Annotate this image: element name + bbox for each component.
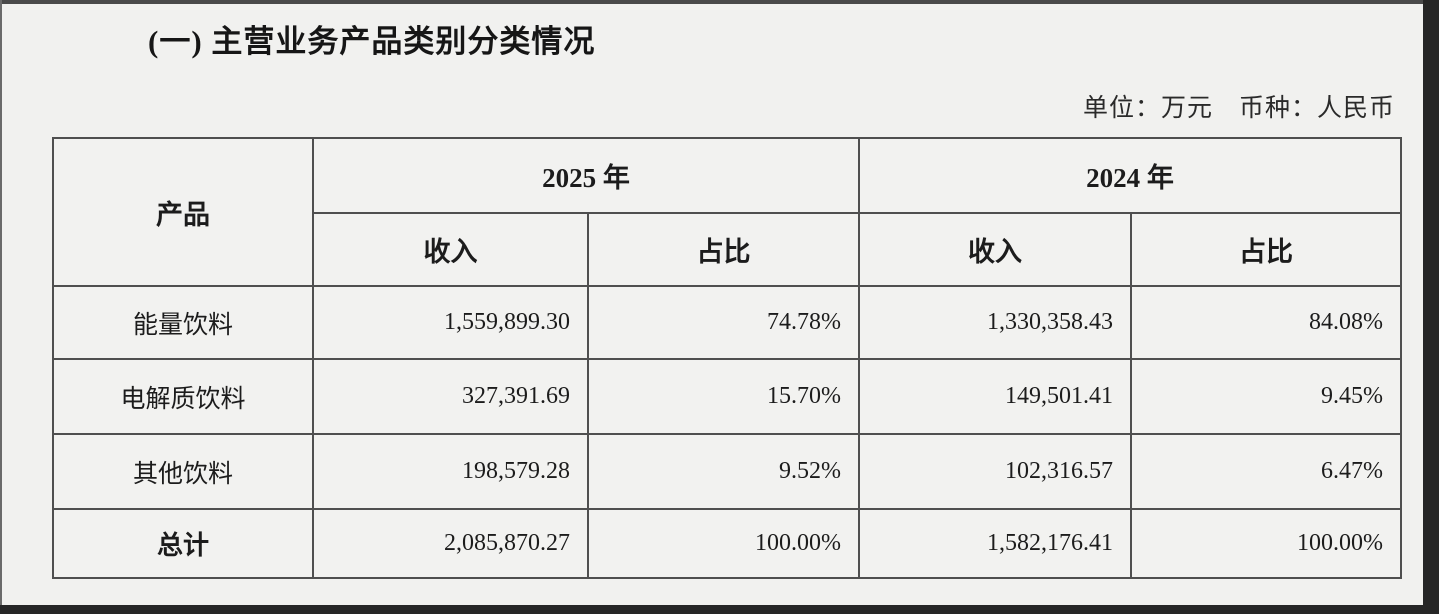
table-row: 其他饮料 198,579.28 9.52% 102,316.57 6.47% — [52, 433, 1402, 510]
scan-edge-right — [1423, 0, 1439, 614]
share-2025-cell: 74.78% — [587, 285, 860, 360]
scan-edge-bottom — [0, 605, 1439, 614]
header-share-2025: 占比 — [587, 212, 860, 287]
header-share-2024: 占比 — [1130, 212, 1402, 287]
table-row: 电解质饮料 327,391.69 15.70% 149,501.41 9.45% — [52, 358, 1402, 435]
header-year-2024: 2024 年 — [858, 137, 1402, 214]
total-revenue-2024-cell: 1,582,176.41 — [858, 508, 1132, 579]
product-cell: 能量饮料 — [52, 285, 314, 360]
revenue-2025-cell: 327,391.69 — [312, 358, 589, 435]
revenue-2025-cell: 198,579.28 — [312, 433, 589, 510]
revenue-2024-cell: 1,330,358.43 — [858, 285, 1132, 360]
header-revenue-2024: 收入 — [858, 212, 1132, 287]
total-share-2024-cell: 100.00% — [1130, 508, 1402, 579]
table-total-row: 总计 2,085,870.27 100.00% 1,582,176.41 100… — [52, 508, 1402, 579]
scan-edge-left — [0, 0, 2, 614]
revenue-2025-cell: 1,559,899.30 — [312, 285, 589, 360]
unit-currency-note: 单位：万元 币种：人民币 — [1082, 95, 1395, 122]
share-2025-cell: 15.70% — [587, 358, 860, 435]
table-header-row-years: 产品 2025 年 2024 年 — [52, 137, 1402, 287]
total-label-cell: 总计 — [52, 508, 314, 579]
revenue-2024-cell: 102,316.57 — [858, 433, 1132, 510]
total-revenue-2025-cell: 2,085,870.27 — [312, 508, 589, 579]
product-category-table: 产品 2025 年 2024 年 收入 占比 收入 占比 能量饮料 1,559,… — [52, 137, 1402, 579]
table-row: 能量饮料 1,559,899.30 74.78% 1,330,358.43 84… — [52, 285, 1402, 360]
product-cell: 其他饮料 — [52, 433, 314, 510]
header-product: 产品 — [52, 137, 314, 287]
share-2024-cell: 9.45% — [1130, 358, 1402, 435]
share-2025-cell: 9.52% — [587, 433, 860, 510]
header-year-2025: 2025 年 — [312, 137, 860, 214]
header-revenue-2025: 收入 — [312, 212, 589, 287]
revenue-2024-cell: 149,501.41 — [858, 358, 1132, 435]
share-2024-cell: 84.08% — [1130, 285, 1402, 360]
table-header-row-subcolumns: 收入 占比 收入 占比 — [53, 212, 1402, 287]
section-title: (一) 主营业务产品类别分类情况 — [148, 24, 596, 59]
scan-edge-top — [0, 0, 1439, 4]
product-cell: 电解质饮料 — [52, 358, 314, 435]
share-2024-cell: 6.47% — [1130, 433, 1402, 510]
total-share-2025-cell: 100.00% — [587, 508, 860, 579]
